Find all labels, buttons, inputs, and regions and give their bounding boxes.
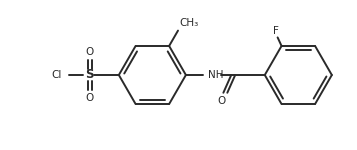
Text: Cl: Cl <box>51 70 62 80</box>
Text: O: O <box>85 47 94 57</box>
Text: S: S <box>85 69 94 81</box>
Text: CH₃: CH₃ <box>179 18 198 28</box>
Text: O: O <box>85 93 94 103</box>
Text: O: O <box>217 96 226 106</box>
Text: NH: NH <box>207 70 223 80</box>
Text: F: F <box>273 26 278 36</box>
